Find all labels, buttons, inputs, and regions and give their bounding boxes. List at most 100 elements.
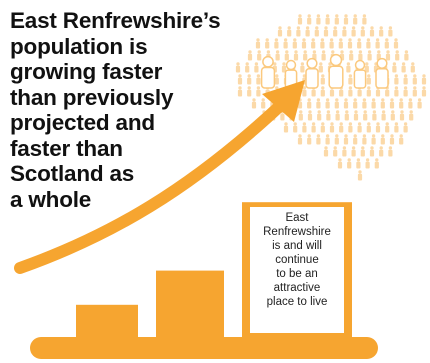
crowd-person-icon [372,110,377,121]
crowd-person-icon [392,62,397,73]
crowd-person-icon [375,122,381,133]
crowd-person-icon [357,122,362,133]
crowd-person-icon [358,50,363,61]
crowd-person-icon [367,50,372,61]
crowd-person-icon [333,146,338,157]
crowd-person-icon [362,98,367,109]
crowd-person-icon [277,26,283,37]
crowd-person-icon [265,38,270,49]
headline-line: growing faster [10,59,163,84]
crowd-person-icon [380,134,385,145]
crowd-person-icon [369,146,375,157]
crowd-person-icon [314,26,319,37]
crowd-person-icon [302,122,307,133]
crowd-person-icon [412,86,417,97]
crowd-person-icon [394,86,399,97]
callout-text: East Renfrewshire is and will continue t… [251,211,343,309]
crowd-person-icon [334,14,339,25]
crowd-person-icon [404,50,409,61]
crowd-person-icon [389,134,395,145]
crowd-person-icon [257,50,262,61]
crowd-person-icon [317,110,322,121]
crowd-person-icon [363,110,368,121]
crowd-person-icon [302,86,307,97]
crowd-person-icon [235,62,241,73]
crowd-person-icon [307,14,312,25]
crowd-person-icon [412,74,417,85]
crowd-person-icon [333,26,338,37]
headline-line: a whole [10,186,92,212]
family-member-icon [375,57,389,89]
crowd-person-icon [305,26,310,37]
crowd-person-icon [307,110,313,121]
crowd-person-icon [283,122,289,133]
crowd-person-icon [347,158,352,169]
crowd-person-icon [360,26,365,37]
crowd-person-icon [325,14,330,25]
crowd-person-icon [261,98,266,109]
crowd-person-icon [344,110,349,121]
crowd-person-icon [379,26,384,37]
crowd-person-icon [311,122,316,133]
baseline-bar [30,337,378,359]
crowd-person-icon [362,14,367,25]
crowd-person-icon [326,110,331,121]
crowd-person-icon [351,146,356,157]
crowd-person-icon [311,38,316,49]
family-icon [260,53,389,89]
crowd-person-icon [293,50,299,61]
crowd-person-icon [394,122,399,133]
family-member-icon [284,59,298,89]
crowd-person-icon [403,86,408,97]
crowd-person-icon [403,122,408,133]
crowd-person-icon [281,62,287,73]
crowd-person-icon [365,158,370,169]
crowd-person-icon [353,14,358,25]
crowd-person-icon [410,62,415,73]
growth-arrow-icon [14,80,305,274]
crowd-person-icon [300,62,305,73]
callout-line: East [285,212,309,224]
crowd-person-icon [323,26,329,37]
crowd-person-icon [403,74,408,85]
crowd-person-icon [320,122,325,133]
crowd-person-icon [360,146,365,157]
crowd-person-icon [366,122,371,133]
crowd-person-icon [296,26,301,37]
crowd-person-icon [247,74,252,85]
callout-line: is and will [272,240,322,252]
crowd-person-icon [374,158,379,169]
crowd-person-icon [339,122,344,133]
crowd-person-icon [369,26,375,37]
crowd-person-icon [321,50,326,61]
callout-line: Renfrewshire [263,226,331,238]
headline-line: Scotland as [10,161,135,186]
crowd-person-icon [399,98,404,109]
crowd-person-icon [379,146,384,157]
crowd-person-icon [297,134,303,145]
family-member-icon [353,59,367,89]
crowd-person-icon [334,134,339,145]
crowd-person-icon [342,146,347,157]
crowd-person-icon [349,50,354,61]
crowd-person-icon [316,134,321,145]
crowd-person-icon [366,38,371,49]
crowd-person-icon [307,98,312,109]
crowd-person-icon [366,74,371,85]
callout-line: continue [275,254,319,266]
crowd-person-icon [325,98,330,109]
headline-line: East Renfrewshire’s [10,8,221,33]
crowd-person-icon [325,134,330,145]
crowd-person-icon [307,134,312,145]
family-member-icon [305,57,319,89]
crowd-person-icon [362,134,367,145]
crowd-person-icon [287,26,292,37]
crowd-person-icon [343,14,349,25]
crowd-person-icon [320,38,325,49]
growth-bars [76,202,352,339]
crowd-person-icon [274,74,279,85]
crowd-person-icon [399,134,404,145]
crowd-person-icon [320,74,325,85]
callout-card [250,207,344,333]
